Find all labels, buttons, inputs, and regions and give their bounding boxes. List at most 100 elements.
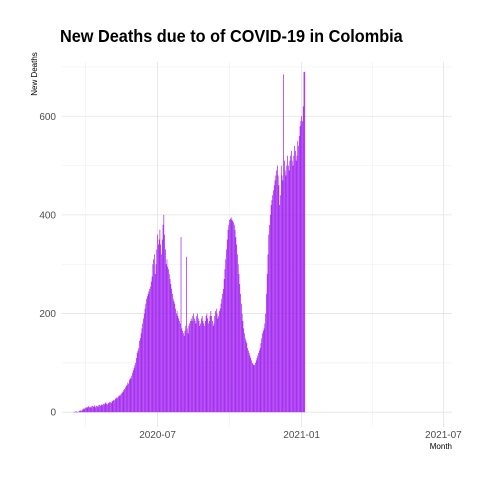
bar xyxy=(272,195,274,413)
bar xyxy=(276,170,277,413)
bar xyxy=(104,403,106,413)
x-axis: 2020-07 2021-01 2021-07 xyxy=(139,430,462,441)
bar xyxy=(127,382,129,413)
bar xyxy=(158,239,160,413)
bar xyxy=(280,195,281,413)
bar xyxy=(157,234,158,413)
bar xyxy=(102,404,104,413)
bar xyxy=(178,318,180,413)
bar xyxy=(130,378,132,413)
bar xyxy=(283,74,284,413)
bar xyxy=(190,320,191,413)
bar xyxy=(269,224,270,413)
bar xyxy=(236,244,237,413)
bar xyxy=(147,293,149,413)
bar xyxy=(106,403,107,413)
bar xyxy=(222,288,224,413)
bar xyxy=(295,150,296,413)
bar xyxy=(113,399,115,413)
bar xyxy=(240,303,242,413)
bar xyxy=(287,155,288,413)
bar xyxy=(153,259,154,413)
bar xyxy=(89,407,90,413)
bar xyxy=(194,320,196,413)
bar xyxy=(96,405,97,413)
bar xyxy=(133,367,135,413)
y-tick-label: 200 xyxy=(39,309,56,320)
y-tick-label: 0 xyxy=(50,408,56,419)
bar xyxy=(262,330,264,413)
bar xyxy=(204,320,206,413)
bar xyxy=(154,254,155,413)
bar xyxy=(277,175,279,413)
bar xyxy=(251,360,252,413)
bar xyxy=(209,316,211,413)
bar xyxy=(226,249,227,413)
bar xyxy=(91,406,93,413)
bar xyxy=(167,266,169,413)
bar xyxy=(121,393,122,413)
bar xyxy=(293,155,295,413)
bar xyxy=(85,407,87,413)
bar xyxy=(234,229,236,413)
bar xyxy=(168,269,169,413)
bar xyxy=(220,303,222,413)
bar xyxy=(290,155,292,413)
bar xyxy=(163,214,165,413)
bar xyxy=(156,249,158,413)
bar xyxy=(248,353,250,413)
bar xyxy=(238,274,240,413)
bar xyxy=(148,291,150,413)
bar xyxy=(196,316,198,413)
bar xyxy=(140,333,142,413)
bar xyxy=(284,170,286,413)
bar xyxy=(183,333,184,413)
bar xyxy=(295,160,297,413)
bar xyxy=(93,406,95,413)
bar xyxy=(198,320,200,413)
bar xyxy=(136,357,137,413)
bar xyxy=(143,313,145,413)
bar xyxy=(271,200,273,413)
bar xyxy=(134,365,136,413)
bar xyxy=(182,330,183,413)
bar xyxy=(286,165,288,413)
bar xyxy=(215,308,217,413)
bar xyxy=(258,353,259,413)
bar xyxy=(125,387,126,413)
bar xyxy=(135,362,136,413)
bar xyxy=(179,323,181,413)
bar xyxy=(131,375,133,413)
bar xyxy=(183,335,185,413)
bar xyxy=(292,165,294,413)
bar xyxy=(244,333,245,413)
bar xyxy=(171,288,172,413)
bar xyxy=(107,404,108,413)
y-tick-label: 400 xyxy=(39,210,56,221)
bar xyxy=(235,237,237,413)
bar xyxy=(174,303,176,413)
bar xyxy=(117,397,118,413)
bar xyxy=(112,401,114,413)
bar xyxy=(298,145,299,413)
bar xyxy=(189,323,191,413)
y-tick-label: 600 xyxy=(39,112,56,123)
bar xyxy=(110,402,112,413)
bar xyxy=(300,121,302,413)
bar xyxy=(141,328,143,413)
bar xyxy=(297,140,299,413)
bar xyxy=(138,348,140,413)
bar xyxy=(155,264,157,413)
bar xyxy=(139,338,141,413)
bar xyxy=(75,411,77,413)
bar xyxy=(249,355,251,413)
bar xyxy=(263,328,265,413)
bar xyxy=(285,175,287,413)
bar xyxy=(166,259,168,413)
bar xyxy=(126,385,128,413)
bar xyxy=(115,398,117,413)
bar xyxy=(139,340,140,413)
bar xyxy=(128,380,130,413)
bar xyxy=(114,400,115,413)
bar xyxy=(233,222,234,413)
